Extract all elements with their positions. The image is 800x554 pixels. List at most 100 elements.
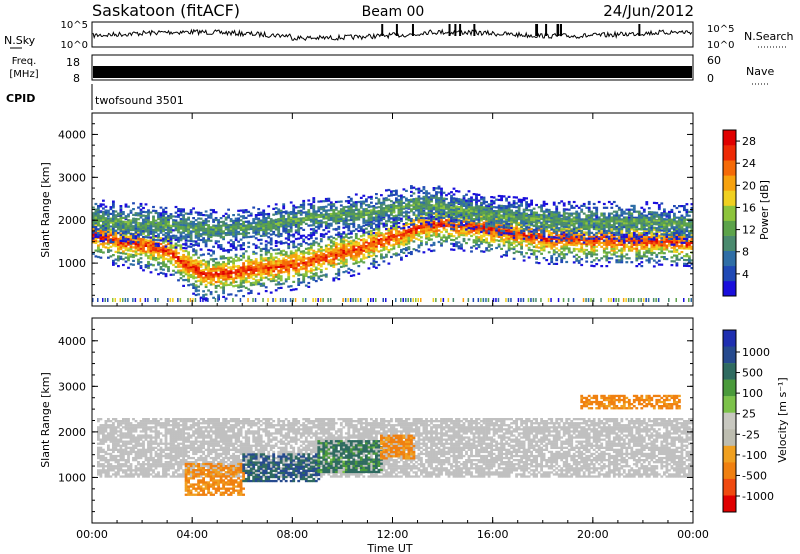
power-cell-upper-band — [202, 223, 205, 226]
power-cell-main-band — [344, 264, 348, 267]
power-cell-main-band — [387, 227, 391, 230]
power-cell-upper-band — [417, 191, 421, 194]
power-cell-upper-band — [167, 226, 170, 229]
power-cell-main-band — [420, 242, 423, 245]
power-cell-main-band — [269, 274, 273, 277]
power-cell-main-band — [470, 221, 473, 224]
power-cell-upper-band — [294, 206, 298, 209]
power-cell-upper-band — [324, 199, 328, 203]
power-cell-upper-band — [144, 236, 148, 239]
power-cell-main-band — [134, 233, 138, 236]
power-cell-upper-band — [349, 209, 353, 212]
power-cell-main-band — [455, 225, 458, 228]
power-cell-main-band — [307, 264, 311, 267]
power-cell-upper-band — [487, 220, 491, 223]
power-cell-main-band — [382, 260, 386, 263]
power-cell-upper-band — [254, 227, 258, 230]
power-cell-main-band — [294, 259, 298, 262]
power-cell-main-band — [182, 269, 185, 272]
power-cell-main-band — [164, 248, 168, 251]
power-cell-upper-band — [437, 200, 441, 204]
power-cell-upper-band — [209, 235, 213, 239]
power-cell-main-band — [377, 242, 381, 245]
power-cell-upper-band — [122, 240, 125, 243]
power-cell-main-band — [234, 271, 238, 274]
power-cell-upper-band — [197, 244, 200, 247]
power-cell-main-band — [375, 235, 378, 238]
power-cell-upper-band — [124, 238, 128, 241]
power-cell-main-band — [332, 263, 336, 267]
power-cell-main-band — [167, 242, 170, 246]
power-cell-main-band — [157, 255, 160, 258]
power-cell-upper-band — [307, 209, 311, 212]
power-cell-main-band — [147, 249, 150, 252]
power-cell-main-band — [420, 226, 423, 229]
power-cell-upper-band — [279, 209, 283, 212]
power-cell-main-band — [385, 232, 388, 235]
power-cell-upper-band — [309, 205, 313, 208]
power-cell-main-band — [94, 249, 98, 252]
power-cell-main-band — [287, 256, 291, 259]
power-cell-upper-band — [152, 209, 155, 212]
power-cell-main-band — [204, 276, 208, 279]
power-cell-main-band — [152, 248, 155, 251]
power-cell-main-band — [149, 263, 153, 266]
power-cell-upper-band — [132, 235, 135, 238]
power-cell-main-band — [327, 255, 331, 258]
power-cell-upper-band — [162, 239, 165, 242]
power-cell-main-band — [254, 275, 258, 278]
power-cell-upper-band — [242, 217, 245, 220]
power-cell-upper-band — [182, 221, 185, 225]
power-cell-upper-band — [460, 206, 463, 209]
power-cell-main-band — [274, 279, 278, 282]
power-cell-upper-band — [244, 232, 248, 235]
power-cell-main-band — [254, 262, 258, 265]
power-cell-main-band — [147, 260, 150, 264]
power-cell-upper-band — [482, 196, 486, 199]
power-cell-main-band — [127, 241, 130, 244]
power-cell-main-band — [312, 276, 316, 279]
power-cell-main-band — [242, 277, 245, 280]
power-cell-upper-band — [304, 215, 308, 218]
power-cell-upper-band — [179, 210, 183, 213]
power-cell-main-band — [142, 246, 145, 249]
power-cell-upper-band — [447, 213, 451, 216]
power-cell-upper-band — [352, 211, 356, 214]
power-cell-upper-band — [437, 206, 441, 209]
power-cell-upper-band — [415, 209, 418, 212]
power-cell-main-band — [442, 220, 446, 223]
power-cell-upper-band — [352, 224, 356, 227]
power-cell-main-band — [525, 252, 528, 255]
power-cell-upper-band — [104, 234, 108, 237]
power-cell-main-band — [507, 243, 511, 246]
power-cell-upper-band — [482, 206, 486, 209]
power-cell-upper-band — [517, 215, 521, 219]
power-cell-main-band — [147, 264, 150, 267]
power-cell-main-band — [342, 232, 346, 235]
power-cell-upper-band — [97, 218, 100, 221]
power-cell-upper-band — [137, 212, 140, 215]
power-cell-upper-band — [247, 220, 251, 223]
power-cell-main-band — [507, 233, 511, 236]
power-cell-main-band — [287, 275, 291, 279]
power-cell-main-band — [445, 236, 448, 239]
power-cell-main-band — [332, 240, 336, 243]
power-cell-upper-band — [334, 227, 338, 231]
power-cell-upper-band — [97, 208, 100, 212]
power-cell-main-band — [387, 239, 391, 242]
power-cell-main-band — [540, 246, 543, 250]
power-cell-main-band — [144, 264, 148, 267]
power-cell-main-band — [502, 228, 506, 232]
power-cell-main-band — [490, 238, 493, 241]
power-cell-upper-band — [169, 242, 173, 245]
power-cell-main-band — [547, 241, 551, 244]
power-cell-upper-band — [510, 211, 513, 214]
power-cell-upper-band — [157, 214, 160, 217]
power-cell-upper-band — [149, 221, 153, 224]
power-cell-main-band — [427, 248, 431, 251]
power-cell-upper-band — [520, 229, 523, 232]
power-cell-upper-band — [477, 205, 481, 208]
power-cell-main-band — [329, 247, 333, 250]
power-cell-upper-band — [192, 217, 195, 220]
power-cell-main-band — [425, 219, 428, 223]
